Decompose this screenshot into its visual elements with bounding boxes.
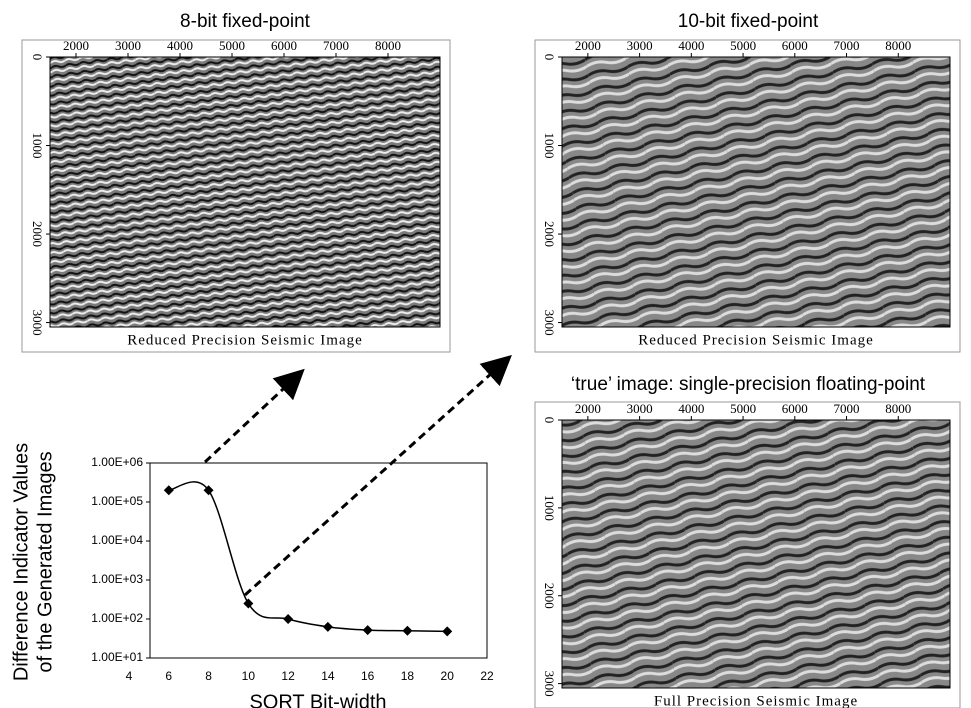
y-tick-label: 0	[542, 417, 557, 424]
y-tick-label: 0	[542, 54, 557, 61]
data-point	[362, 625, 373, 636]
x-tick-label: 18	[401, 669, 415, 683]
y-tick-label: 1000	[542, 133, 557, 159]
x-axis-label: Reduced Precision Seismic Image	[638, 332, 874, 348]
data-point	[322, 621, 333, 632]
panel-title: 10-bit fixed-point	[678, 11, 819, 32]
data-point	[163, 485, 174, 496]
y-tick-label: 2000	[542, 583, 557, 609]
x-tick-label: 14	[321, 669, 335, 683]
x-tick-label: 3000	[627, 401, 653, 416]
x-tick-label: 6000	[271, 38, 297, 53]
x-tick-label: 4000	[678, 401, 704, 416]
x-tick-label: 5000	[219, 38, 245, 53]
plot-area	[149, 462, 488, 659]
x-tick-label: 8	[205, 669, 212, 683]
x-tick-label: 4000	[167, 38, 193, 53]
x-tick-label: 2000	[575, 401, 601, 416]
x-tick-label: 4	[126, 669, 133, 683]
x-tick-label: 22	[480, 669, 494, 683]
y-tick-label: 2000	[542, 221, 557, 247]
x-tick-label: 7000	[834, 38, 860, 53]
x-tick-label: 7000	[834, 401, 860, 416]
x-tick-label: 3000	[627, 38, 653, 53]
x-tick-label: 6000	[782, 38, 808, 53]
y-tick-label: 0	[30, 54, 45, 61]
x-axis-label: SQRT Bit-width	[249, 691, 386, 708]
x-axis-label: Full Precision Seismic Image	[654, 693, 858, 708]
x-axis-label: Reduced Precision Seismic Image	[127, 332, 363, 348]
y-tick-label: 3000	[542, 671, 557, 697]
x-tick-label: 16	[361, 669, 375, 683]
series-line	[168, 481, 448, 633]
y-tick-label: 3000	[542, 310, 557, 336]
x-tick-label: 10	[242, 669, 256, 683]
x-tick-label: 7000	[323, 38, 349, 53]
x-tick-label: 8000	[885, 38, 911, 53]
y-tick-label: 1000	[542, 495, 557, 521]
y-tick-label: 1.00E+04	[91, 533, 143, 547]
x-tick-label: 12	[281, 669, 295, 683]
x-tick-label: 6	[165, 669, 172, 683]
y-tick-label: 3000	[30, 310, 45, 336]
y-axis-label: of the Generated Images	[34, 451, 56, 672]
x-tick-label: 2000	[63, 38, 89, 53]
data-point	[203, 485, 214, 496]
x-tick-label: 5000	[730, 401, 756, 416]
seismic-image	[561, 56, 951, 328]
y-tick-label: 1.00E+06	[91, 455, 143, 469]
y-tick-label: 1.00E+03	[91, 572, 143, 586]
panel-title: ‘true’ image: single-precision floating-…	[571, 374, 926, 395]
seismic-image	[561, 419, 951, 689]
x-tick-label: 5000	[730, 38, 756, 53]
y-axis-label: Difference Indicator Values	[10, 443, 32, 681]
y-tick-label: 1.00E+05	[91, 494, 143, 508]
arrow	[203, 368, 305, 464]
x-tick-label: 8000	[885, 401, 911, 416]
x-tick-label: 4000	[678, 38, 704, 53]
data-point	[442, 626, 453, 637]
seismic-image	[49, 56, 441, 328]
x-tick-label: 20	[441, 669, 455, 683]
y-tick-label: 1000	[30, 133, 45, 159]
data-point	[243, 598, 254, 609]
panel-title: 8-bit fixed-point	[180, 11, 311, 32]
x-tick-label: 6000	[782, 401, 808, 416]
y-tick-label: 1.00E+01	[91, 650, 143, 664]
x-tick-label: 2000	[575, 38, 601, 53]
y-tick-label: 1.00E+02	[91, 611, 143, 625]
x-tick-label: 3000	[115, 38, 141, 53]
data-point	[402, 625, 413, 636]
x-tick-label: 8000	[375, 38, 401, 53]
arrow	[243, 354, 512, 597]
data-point	[283, 614, 294, 624]
y-tick-label: 2000	[30, 221, 45, 247]
